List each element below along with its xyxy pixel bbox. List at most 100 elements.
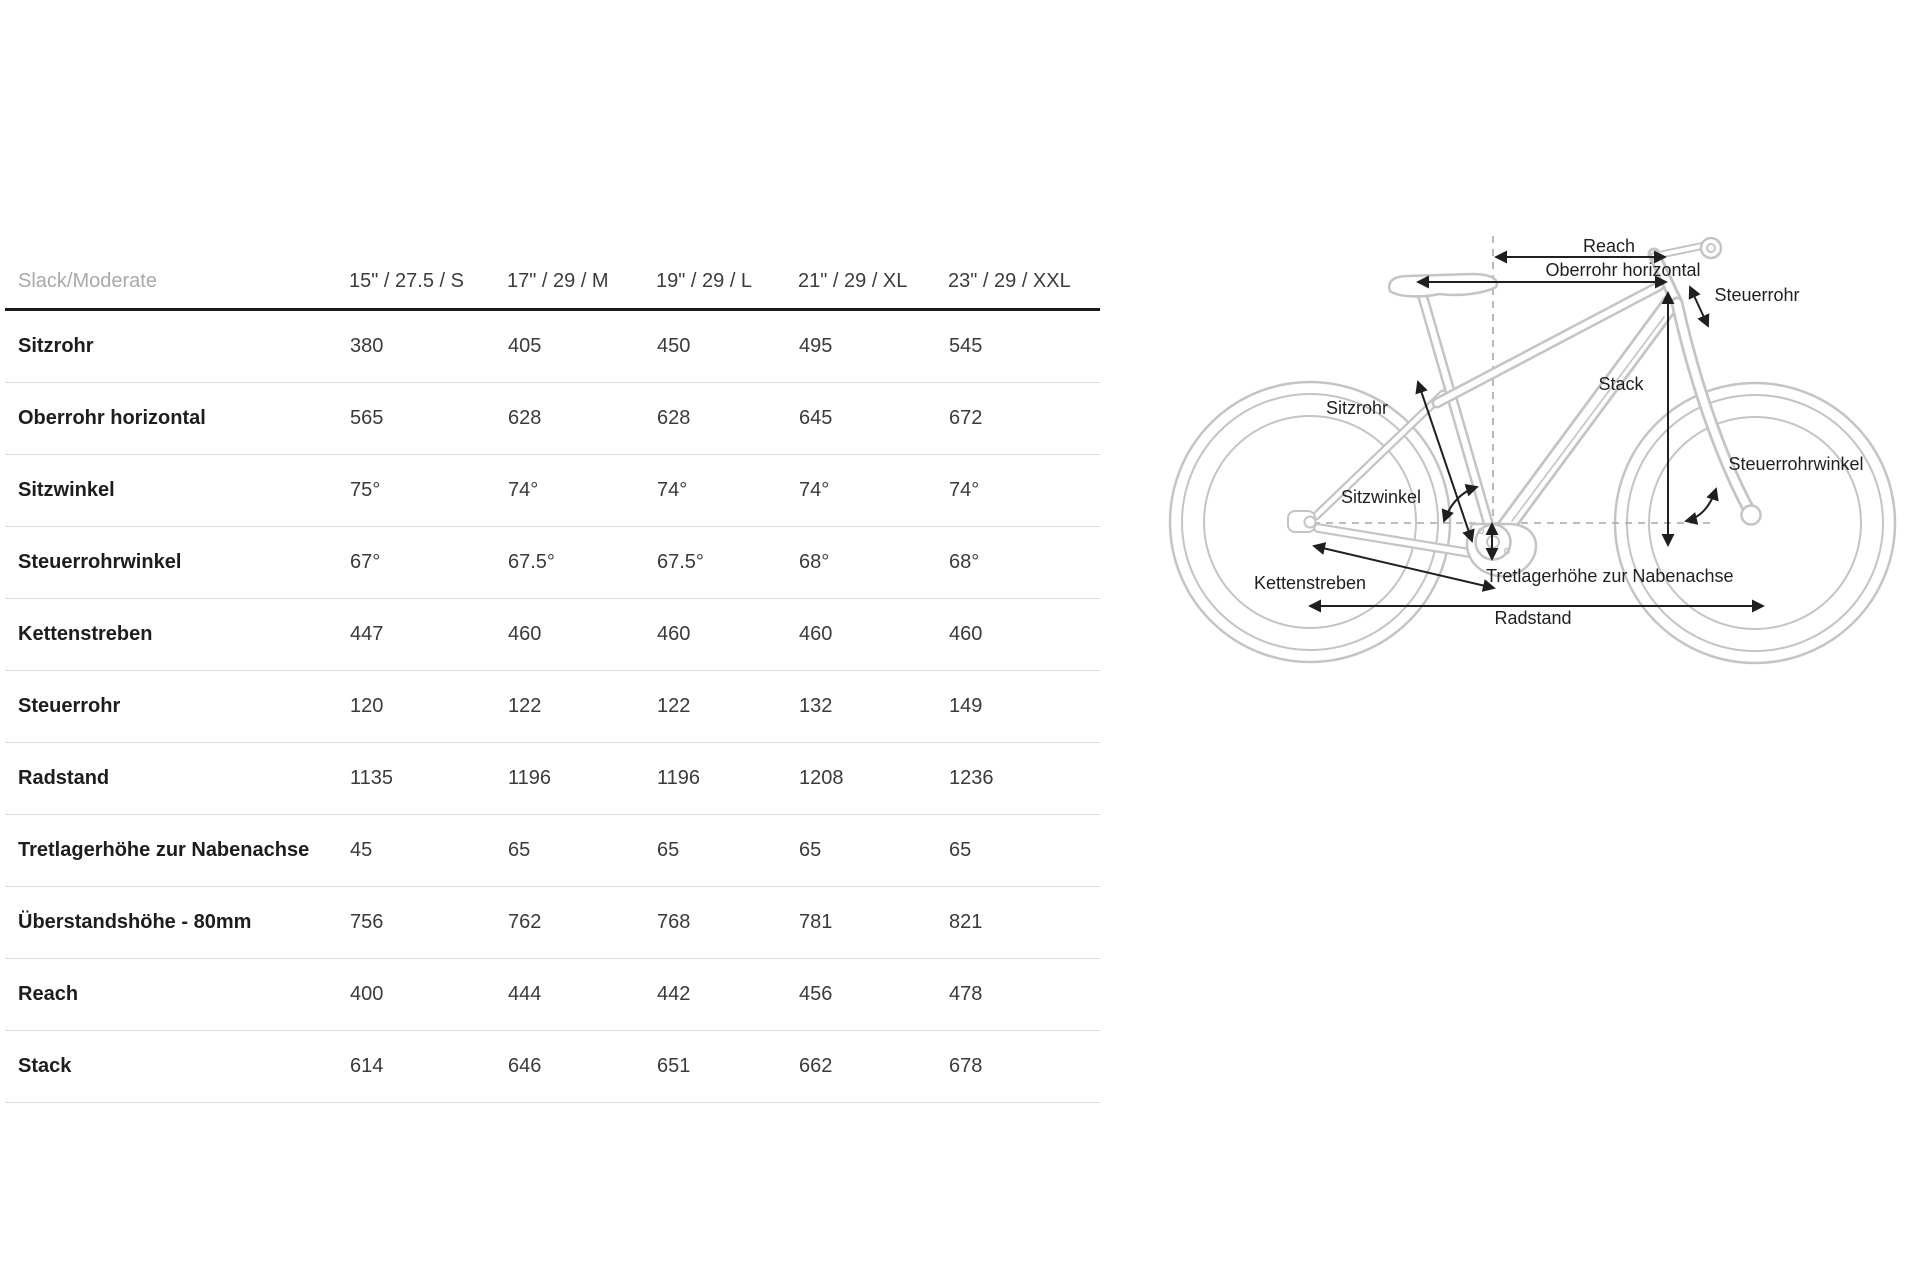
table-row: Stack 614 646 651 662 678 (5, 1030, 1100, 1103)
cell-value: 1196 (656, 742, 798, 815)
cell-value: 1135 (349, 742, 507, 815)
table-row: Sitzrohr 380 405 450 495 545 (5, 309, 1100, 383)
table-title: Slack/Moderate (5, 244, 349, 311)
cell-value: 122 (656, 670, 798, 743)
cell-value: 122 (507, 670, 656, 743)
saddle-icon (1387, 272, 1499, 298)
row-label: Reach (5, 958, 349, 1031)
cell-value: 74° (948, 454, 1100, 527)
cell-value: 74° (507, 454, 656, 527)
table-row: Radstand 1135 1196 1196 1208 1236 (5, 742, 1100, 815)
cell-value: 672 (948, 382, 1100, 455)
row-label: Radstand (5, 742, 349, 815)
table-header-row: Slack/Moderate 15" / 27.5 / S 17" / 29 / … (5, 244, 1100, 311)
cell-value: 68° (948, 526, 1100, 599)
reach-label: Reach (1583, 236, 1635, 256)
cell-value: 781 (798, 886, 948, 959)
row-label: Sitzrohr (5, 309, 349, 383)
cell-value: 1196 (507, 742, 656, 815)
stack-label: Stack (1598, 374, 1644, 394)
cell-value: 1208 (798, 742, 948, 815)
cell-value: 460 (798, 598, 948, 671)
bike-geometry-diagram: Reach Oberrohr horizontal Steuerrohr Sit… (1150, 190, 1920, 920)
rear-dropout (1287, 510, 1317, 533)
oberrohr-label: Oberrohr horizontal (1545, 260, 1700, 280)
cell-value: 120 (349, 670, 507, 743)
table-row: Oberrohr horizontal 565 628 628 645 672 (5, 382, 1100, 455)
cell-value: 65 (507, 814, 656, 887)
row-label: Kettenstreben (5, 598, 349, 671)
cell-value: 614 (349, 1030, 507, 1103)
cell-value: 1236 (948, 742, 1100, 815)
table-row: Steuerrohrwinkel 67° 67.5° 67.5° 68° 68° (5, 526, 1100, 599)
cell-value: 768 (656, 886, 798, 959)
table-row: Kettenstreben 447 460 460 460 460 (5, 598, 1100, 671)
cell-value: 65 (798, 814, 948, 887)
cell-value: 762 (507, 886, 656, 959)
cell-value: 495 (798, 309, 948, 383)
cell-value: 478 (948, 958, 1100, 1031)
table-row: Tretlagerhöhe zur Nabenachse 45 65 65 65 65 (5, 814, 1100, 887)
column-header: 17" / 29 / M (507, 244, 656, 311)
kettenstreben-arrow (1312, 542, 1496, 592)
cell-value: 450 (656, 309, 798, 383)
cell-value: 447 (349, 598, 507, 671)
cell-value: 75° (349, 454, 507, 527)
cell-value: 67.5° (507, 526, 656, 599)
cell-value: 442 (656, 958, 798, 1031)
cell-value: 756 (349, 886, 507, 959)
cell-value: 460 (948, 598, 1100, 671)
cell-value: 678 (948, 1030, 1100, 1103)
row-label: Steuerrohrwinkel (5, 526, 349, 599)
handlebar-icon (1699, 236, 1723, 260)
table-row: Steuerrohr 120 122 122 132 149 (5, 670, 1100, 743)
cell-value: 545 (948, 309, 1100, 383)
cell-value: 67.5° (656, 526, 798, 599)
cell-value: 74° (798, 454, 948, 527)
cell-value: 460 (656, 598, 798, 671)
cell-value: 65 (948, 814, 1100, 887)
cell-value: 380 (349, 309, 507, 383)
cell-value: 68° (798, 526, 948, 599)
row-label: Tretlagerhöhe zur Nabenachse (5, 814, 349, 887)
cell-value: 74° (656, 454, 798, 527)
table-row: Reach 400 444 442 456 478 (5, 958, 1100, 1031)
row-label: Sitzwinkel (5, 454, 349, 527)
row-label: Stack (5, 1030, 349, 1103)
steuerrohr-arrow (1688, 285, 1710, 328)
cell-value: 628 (507, 382, 656, 455)
geometry-table: Slack/Moderate 15" / 27.5 / S 17" / 29 / … (5, 244, 1100, 1103)
cell-value: 460 (507, 598, 656, 671)
bike-diagram-svg: Reach Oberrohr horizontal Steuerrohr Sit… (1168, 236, 1897, 665)
column-header: 23" / 29 / XXL (948, 244, 1100, 311)
table-row: Überstandshöhe - 80mm 756 762 768 781 821 (5, 886, 1100, 959)
column-header: 19" / 29 / L (656, 244, 798, 311)
cell-value: 651 (656, 1030, 798, 1103)
sitzwinkel-arc-arrow (1441, 484, 1479, 523)
cell-value: 405 (507, 309, 656, 383)
row-label: Oberrohr horizontal (5, 382, 349, 455)
column-header: 21" / 29 / XL (798, 244, 948, 311)
cell-value: 149 (948, 670, 1100, 743)
steuerrohrwinkel-label: Steuerrohrwinkel (1728, 454, 1863, 474)
cell-value: 646 (507, 1030, 656, 1103)
cell-value: 67° (349, 526, 507, 599)
front-dropout (1740, 504, 1762, 526)
radstand-label: Radstand (1494, 608, 1571, 628)
cell-value: 456 (798, 958, 948, 1031)
steuerrohrwinkel-arc-arrow (1684, 487, 1719, 525)
sitzrohr-label: Sitzrohr (1326, 398, 1388, 418)
cell-value: 565 (349, 382, 507, 455)
cell-value: 628 (656, 382, 798, 455)
cell-value: 400 (349, 958, 507, 1031)
cell-value: 45 (349, 814, 507, 887)
row-label: Überstandshöhe - 80mm (5, 886, 349, 959)
cell-value: 444 (507, 958, 656, 1031)
tretlagerhoehe-label: Tretlagerhöhe zur Nabenachse (1486, 566, 1733, 586)
column-header: 15" / 27.5 / S (349, 244, 507, 311)
cell-value: 65 (656, 814, 798, 887)
cell-value: 662 (798, 1030, 948, 1103)
table-row: Sitzwinkel 75° 74° 74° 74° 74° (5, 454, 1100, 527)
cell-value: 821 (948, 886, 1100, 959)
